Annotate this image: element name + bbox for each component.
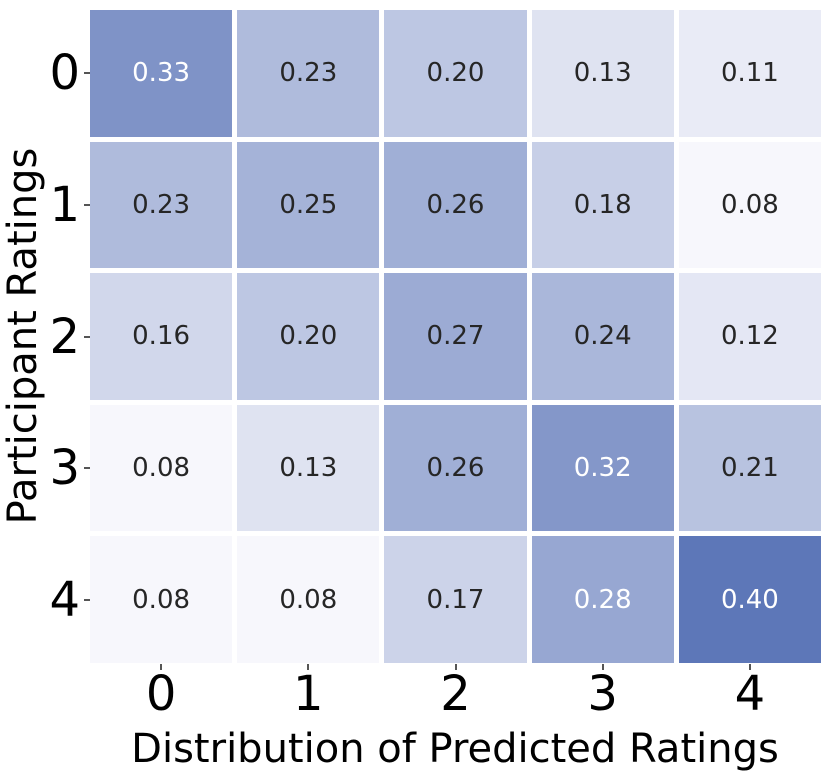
heatmap-cell-r0c0: 0.33 — [90, 10, 233, 137]
cell-value: 0.27 — [426, 321, 485, 352]
cell-value: 0.08 — [279, 584, 338, 615]
heatmap-cell-r4c4: 0.40 — [678, 536, 821, 663]
heatmap-cell-r0c2: 0.20 — [384, 10, 527, 137]
x-tick-label-1: 1 — [293, 666, 324, 722]
heatmap-cell-r3c2: 0.26 — [384, 404, 527, 532]
cell-value: 0.16 — [132, 321, 191, 352]
cell-value: 0.23 — [279, 58, 338, 89]
cell-value: 0.08 — [132, 453, 191, 484]
y-axis-label: Participant Ratings — [0, 147, 46, 525]
heatmap-cell-r1c3: 0.18 — [531, 141, 674, 269]
x-tick-mark — [160, 664, 163, 670]
y-tick-mark — [84, 598, 90, 601]
heatmap-cell-r4c3: 0.28 — [531, 536, 674, 663]
heatmap-cell-r1c4: 0.08 — [678, 141, 821, 269]
heatmap-cell-r1c0: 0.23 — [90, 141, 233, 269]
y-tick-label-4: 4 — [49, 571, 80, 628]
cell-value: 0.32 — [573, 453, 632, 484]
cell-value: 0.13 — [279, 453, 338, 484]
y-tick-mark — [84, 72, 90, 75]
heatmap-cell-r0c1: 0.23 — [237, 10, 380, 137]
x-tick-mark — [454, 664, 457, 670]
cell-value: 0.08 — [720, 189, 779, 220]
heatmap-cell-r1c1: 0.25 — [237, 141, 380, 269]
heatmap-cell-r0c4: 0.11 — [678, 10, 821, 137]
cell-value: 0.20 — [279, 321, 338, 352]
x-tick-label-0: 0 — [145, 666, 177, 722]
heatmap-cell-r2c3: 0.24 — [531, 273, 674, 400]
heatmap-cell-r2c0: 0.16 — [90, 273, 233, 400]
cell-value: 0.25 — [279, 189, 338, 220]
x-tick-label-2: 2 — [440, 666, 471, 722]
heatmap-cell-r2c2: 0.27 — [384, 273, 527, 400]
cell-value: 0.11 — [720, 58, 779, 89]
cell-value: 0.33 — [132, 58, 191, 89]
y-tick-mark — [84, 203, 90, 206]
heatmap-grid: 0.33 0.23 0.20 0.13 0.11 0.23 0.25 0.26 0.18 0.08… — [90, 10, 821, 663]
x-axis-label: Distribution of Predicted Ratings — [131, 726, 779, 772]
cell-value: 0.21 — [720, 453, 779, 484]
heatmap-cell-r3c0: 0.08 — [90, 404, 233, 532]
cell-value: 0.26 — [426, 453, 485, 484]
cell-value: 0.13 — [573, 58, 632, 89]
heatmap-cell-r1c2: 0.26 — [384, 141, 527, 269]
heatmap-cell-r3c3: 0.32 — [531, 404, 674, 532]
heatmap-cell-r2c1: 0.20 — [237, 273, 380, 400]
y-tick-mark — [84, 467, 90, 470]
cell-value: 0.24 — [573, 321, 632, 352]
x-tick-mark — [307, 664, 310, 670]
heatmap-cell-r3c4: 0.21 — [678, 404, 821, 532]
cell-value: 0.23 — [132, 189, 191, 220]
cell-value: 0.18 — [573, 189, 632, 220]
y-tick-label-2: 2 — [49, 308, 80, 365]
heatmap-cell-r2c4: 0.12 — [678, 273, 821, 400]
x-tick-label-4: 4 — [734, 666, 766, 722]
y-tick-label-0: 0 — [49, 45, 80, 102]
cell-value: 0.12 — [720, 321, 779, 352]
cell-value: 0.28 — [573, 584, 632, 615]
x-tick-mark — [748, 664, 751, 670]
y-tick-mark — [84, 335, 90, 338]
cell-value: 0.26 — [426, 189, 485, 220]
cell-value: 0.40 — [720, 584, 779, 615]
y-tick-label-1: 1 — [49, 176, 80, 233]
cell-value: 0.20 — [426, 58, 485, 89]
x-tick-label-3: 3 — [587, 666, 618, 722]
heatmap-cell-r4c1: 0.08 — [237, 536, 380, 663]
heatmap-cell-r4c0: 0.08 — [90, 536, 233, 663]
heatmap-cell-r4c2: 0.17 — [384, 536, 527, 663]
heatmap-cell-r3c1: 0.13 — [237, 404, 380, 532]
cell-value: 0.17 — [426, 584, 485, 615]
y-tick-label-3: 3 — [49, 440, 80, 497]
heatmap-cell-r0c3: 0.13 — [531, 10, 674, 137]
x-tick-mark — [601, 664, 604, 670]
cell-value: 0.08 — [132, 584, 191, 615]
